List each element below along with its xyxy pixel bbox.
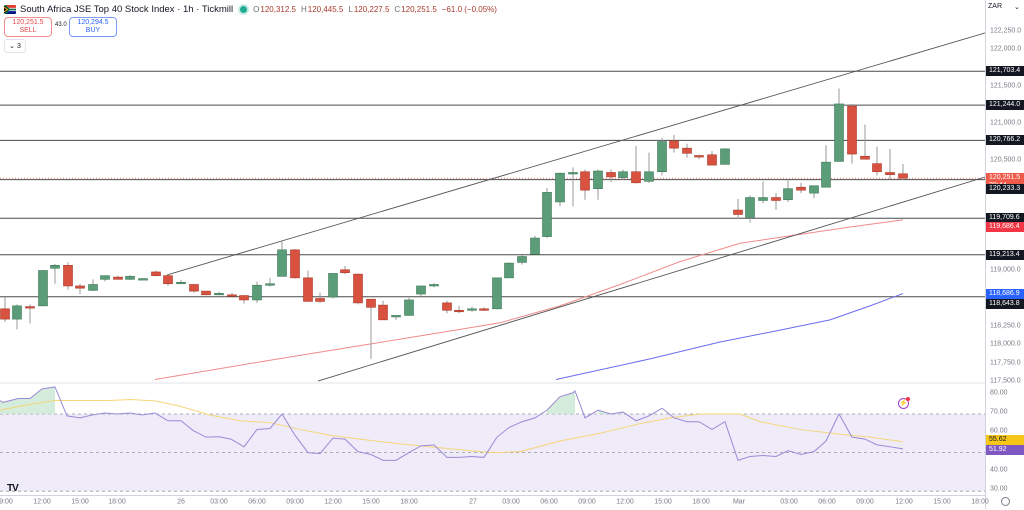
sell-label: SELL [19,27,37,34]
currency-selector[interactable]: ZAR [988,3,1002,10]
open-value: 120,312.5 [260,4,296,14]
symbol-title: South Africa JSE Top 40 Stock Index · 1h… [20,3,234,15]
sell-price: 120,251.5 [12,19,44,26]
rsi-tick-label: 40.00 [990,466,1008,474]
close-value: 120,251.5 [401,4,437,14]
time-tick-label: 15:00 [654,498,672,506]
price-tick-label: 117,500.0 [990,377,1021,385]
time-tick-label: Mar [732,498,746,506]
price-chart-canvas[interactable] [0,0,985,495]
time-tick-label: 09:00 [856,498,874,506]
change-value: −61.0 (−0.05%) [441,4,497,14]
candlesticks [0,88,908,359]
time-tick-label: 06:00 [248,498,266,506]
buy-price: 120,294.5 [77,19,109,26]
price-level-label: 119,709.6 [986,213,1024,224]
time-tick-label: 18:00 [400,498,418,506]
price-tick-label: 121,500.0 [990,82,1022,90]
time-tick-label: 26 [177,498,185,506]
price-tick-label: 120,500.0 [990,156,1022,164]
time-tick-label: 06:00 [540,498,558,506]
price-level-label: 120,766.2 [986,135,1024,146]
time-tick-label: 12:00 [33,498,51,506]
price-level-label: 121,703.4 [986,66,1024,77]
time-tick-label: 09:00 [286,498,304,506]
ohlc-values: O120,312.5 H120,445.5 L120,227.5 C120,25… [253,4,497,14]
price-level-label: 119,213.4 [986,249,1024,260]
rsi-tick-label: 30.00 [990,485,1008,493]
price-tick-label: 118,250.0 [990,322,1021,330]
chevron-down-icon: ⌄ [9,43,15,50]
time-tick-label: 15:00 [933,498,951,506]
time-tick-label: 18:00 [692,498,710,506]
south-africa-flag-icon [4,4,16,14]
sell-button[interactable]: 120,251.5 SELL [4,17,52,37]
price-level-label: 121,244.0 [986,100,1024,111]
indicator-count: 3 [16,42,21,50]
time-tick-label: 03:00 [210,498,228,506]
lightning-events-icon[interactable]: ⚡ [898,398,909,409]
price-tick-label: 121,000.0 [990,119,1022,127]
price-tick-label: 119,000.0 [990,266,1021,274]
market-open-status-icon [240,5,248,13]
rsi-tick-label: 60.00 [990,427,1008,435]
spread-value: 43.0 [55,22,67,28]
indicators-collapse-button[interactable]: ⌄ 3 [4,39,26,53]
price-tick-label: 122,000.0 [990,45,1022,53]
time-tick-label: 15:00 [362,498,380,506]
buy-label: BUY [85,27,101,34]
time-tick-label: 18:00 [971,498,989,506]
low-value: 120,227.5 [353,4,390,14]
rsi-value-label: 51.92 [986,445,1024,455]
buy-button[interactable]: 120,294.5 BUY [69,17,117,37]
price-level-label: 118,643.8 [986,298,1024,309]
rsi-tick-label: 70.00 [990,408,1008,416]
settings-gear-icon[interactable] [1001,497,1010,506]
time-tick-label: 12:00 [324,498,342,506]
rsi-lines [0,386,904,461]
time-tick-label: 12:00 [616,498,634,506]
moving-averages [154,219,904,381]
price-tick-label: 117,750.0 [990,359,1021,367]
time-tick-label: 18:00 [108,498,126,506]
notification-dot-icon [906,397,910,401]
symbol-legend[interactable]: South Africa JSE Top 40 Stock Index · 1h… [4,2,497,16]
rsi-tick-label: 80.00 [990,389,1008,397]
tradingview-logo-icon[interactable]: TV [7,483,19,494]
rsi-value-label: 55.62 [986,435,1024,445]
time-axis[interactable] [0,495,985,510]
time-tick-label: 06:00 [818,498,836,506]
high-value: 120,445.5 [307,4,344,14]
chevron-down-icon[interactable]: ⌄ [1014,4,1020,11]
time-tick-label: 9:00 [0,498,13,506]
time-tick-label: 03:00 [780,498,798,506]
time-tick-label: 27 [469,498,477,506]
price-level-label: 120,233.3 [986,183,1024,194]
time-tick-label: 15:00 [71,498,89,506]
price-level-label: 119,686.4 [986,221,1024,232]
time-tick-label: 12:00 [895,498,913,506]
trend-channel[interactable] [166,21,985,382]
time-tick-label: 09:00 [578,498,596,506]
time-tick-label: 03:00 [502,498,520,506]
price-tick-label: 122,250.0 [990,27,1022,35]
price-tick-label: 118,000.0 [990,340,1021,348]
price-level-label: 118,686.9 [986,288,1024,299]
